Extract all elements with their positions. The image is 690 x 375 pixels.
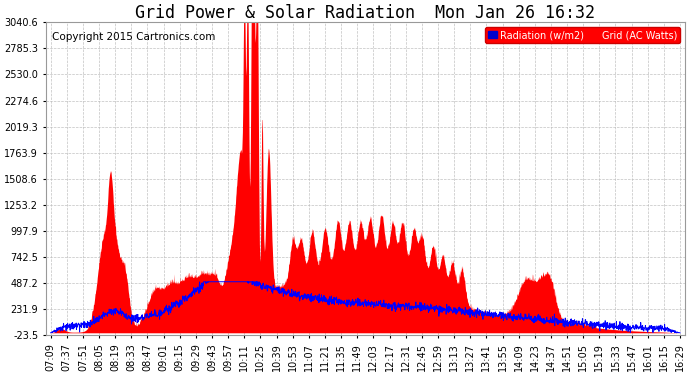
Legend: Radiation (w/m2), Grid (AC Watts): Radiation (w/m2), Grid (AC Watts) bbox=[484, 27, 680, 43]
Title: Grid Power & Solar Radiation  Mon Jan 26 16:32: Grid Power & Solar Radiation Mon Jan 26 … bbox=[135, 4, 595, 22]
Text: Copyright 2015 Cartronics.com: Copyright 2015 Cartronics.com bbox=[52, 32, 215, 42]
